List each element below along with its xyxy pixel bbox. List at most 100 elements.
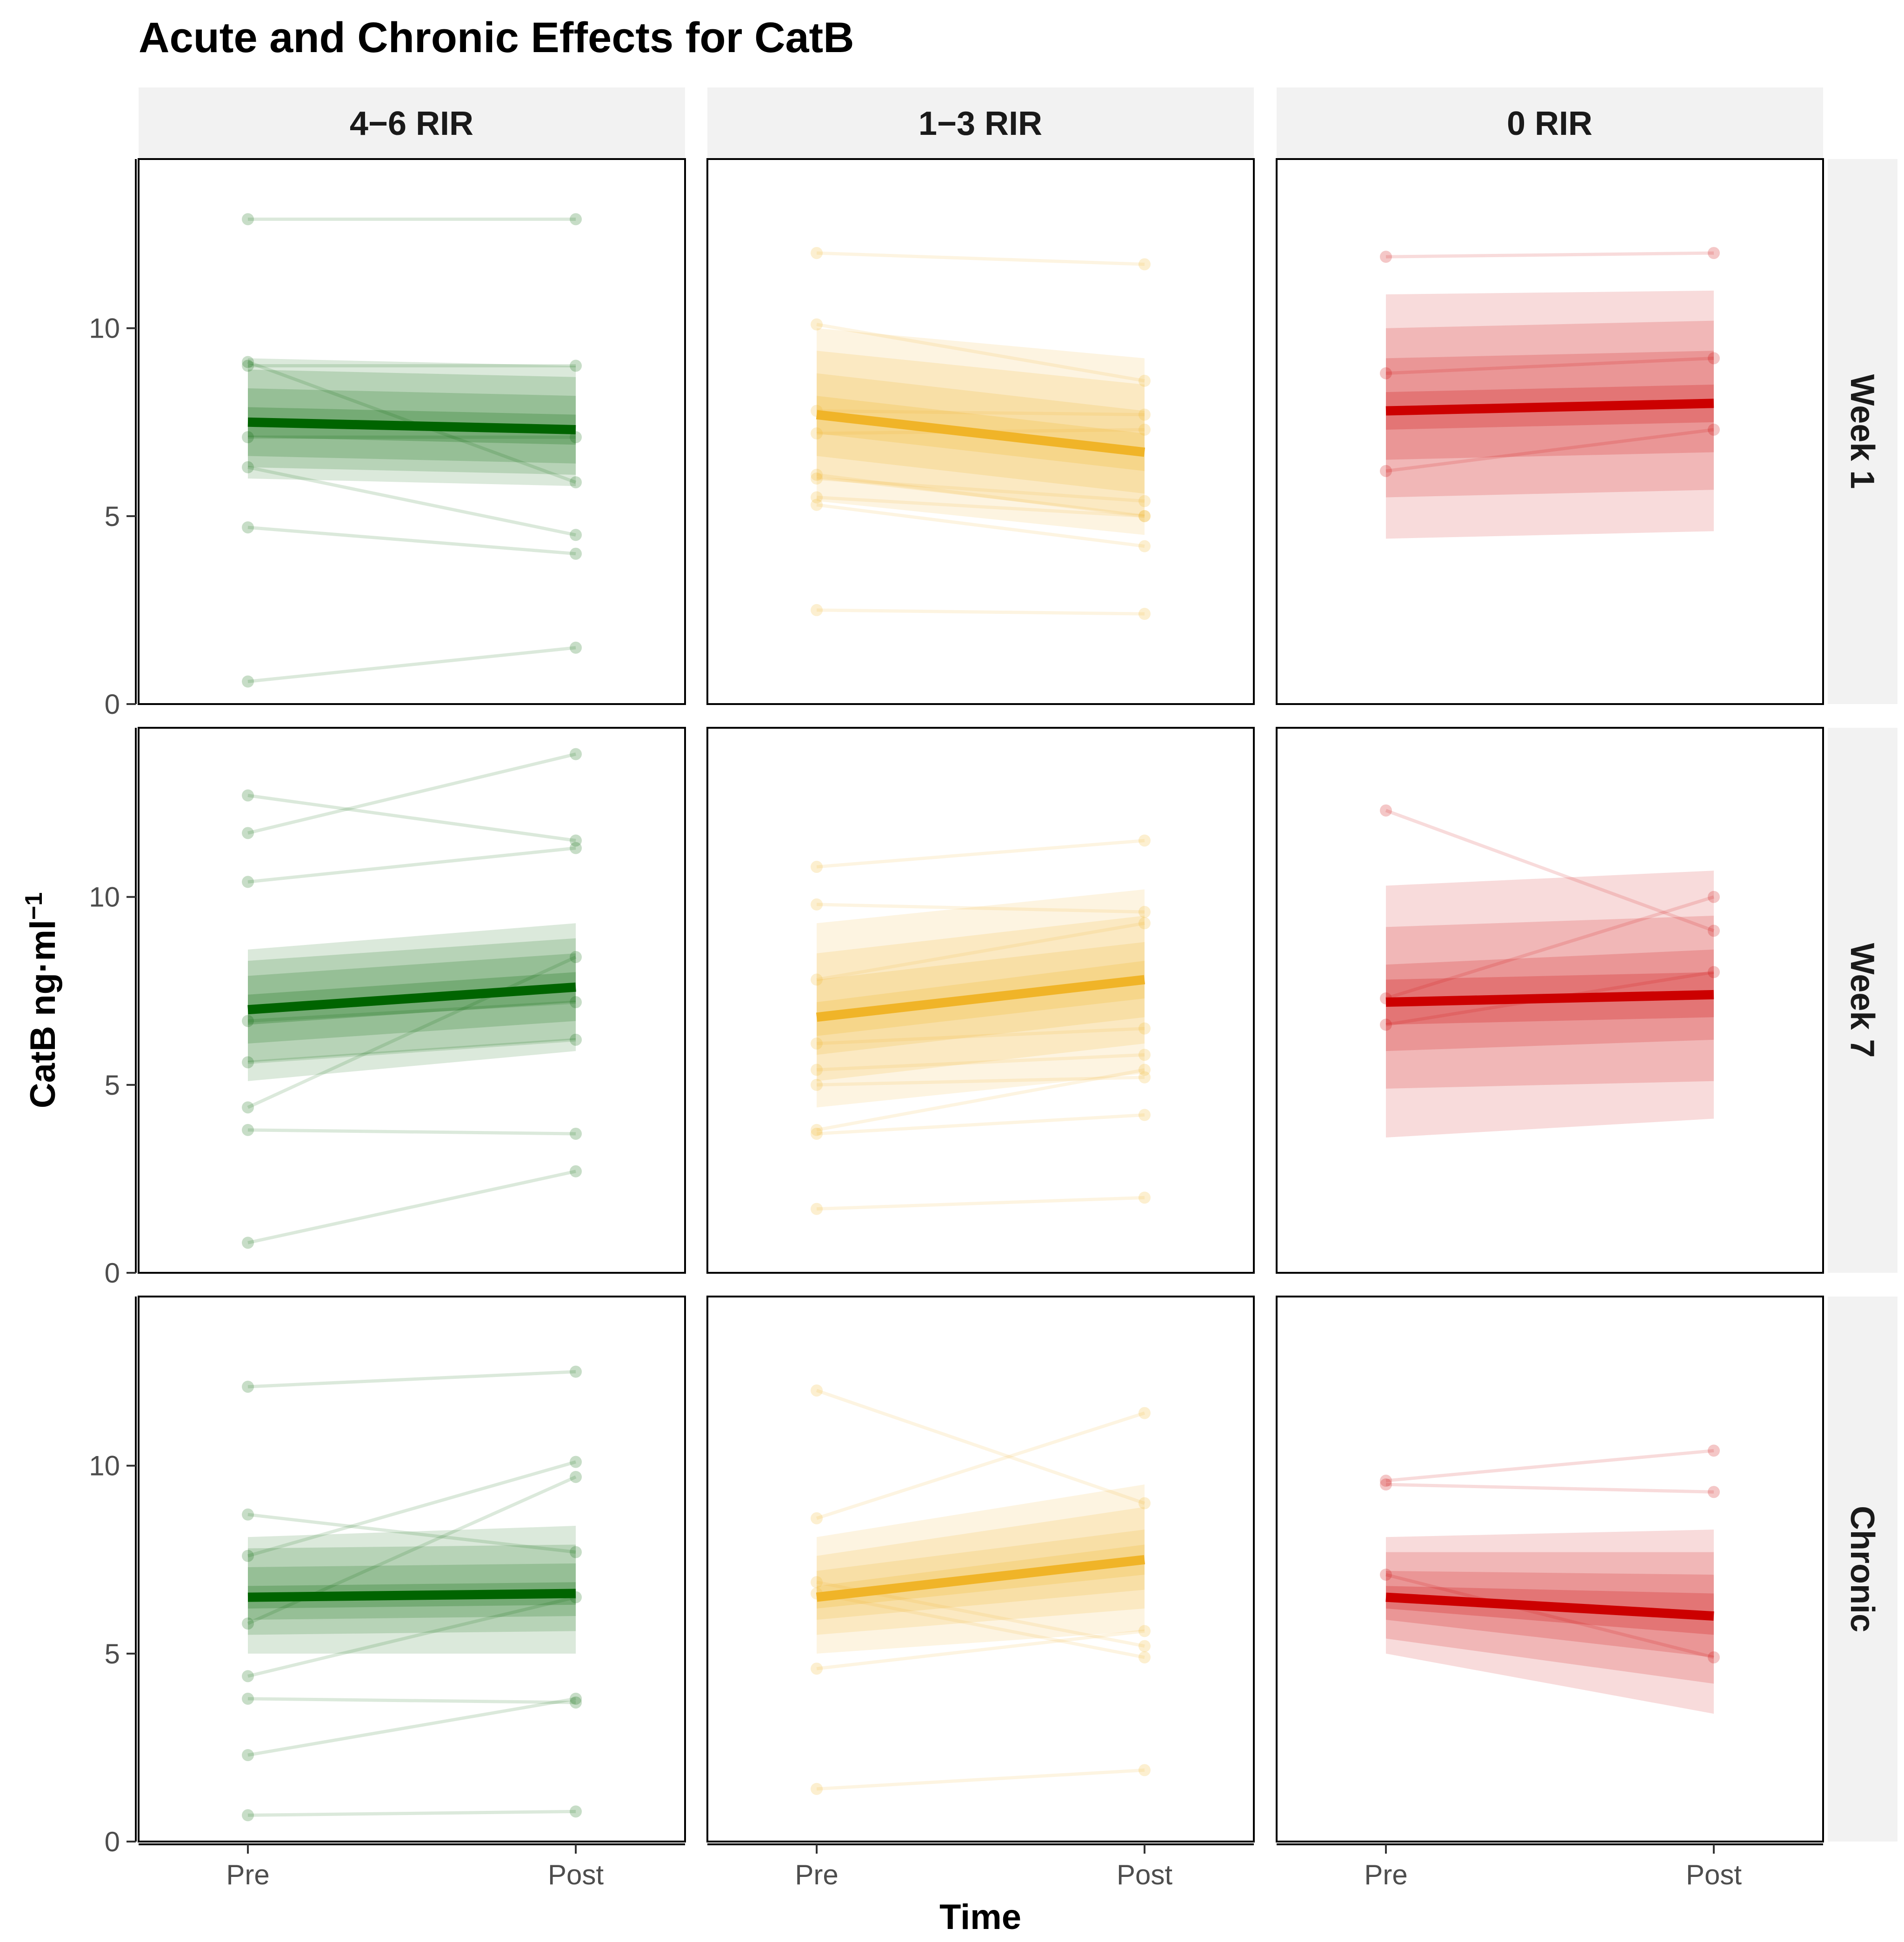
- panel-chronic-0-rir: [1276, 1296, 1824, 1842]
- credible-band: [1386, 1530, 1714, 1714]
- strip-col-2: [707, 87, 1254, 159]
- y-tick-label: 0: [105, 689, 120, 720]
- subject-point-post: [1138, 258, 1151, 271]
- subject-line: [247, 1000, 576, 1023]
- y-tick-label: 0: [105, 1257, 120, 1289]
- subject-point-post: [570, 834, 582, 847]
- mean-line: [816, 1555, 1145, 1602]
- panel-border: [138, 727, 686, 1274]
- subject-line: [1385, 809, 1715, 932]
- subject-line: [1385, 428, 1714, 473]
- subject-point-post: [1138, 374, 1151, 387]
- subject-point-post: [1708, 891, 1720, 903]
- panel-border: [138, 158, 686, 705]
- subject-point-pre: [811, 1124, 823, 1136]
- subject-line: [816, 608, 1145, 616]
- y-tick-label: 10: [89, 313, 120, 344]
- subject-line: [816, 477, 1145, 503]
- subject-point-post: [1138, 1497, 1151, 1510]
- panel-background: [139, 1297, 685, 1842]
- subject-point-pre: [811, 1127, 823, 1140]
- subject-point-post: [1138, 1764, 1151, 1776]
- subject-point-post: [570, 1470, 582, 1483]
- subject-line: [1385, 1573, 1714, 1659]
- subject-line: [247, 1460, 576, 1558]
- subject-point-post: [570, 1692, 582, 1705]
- strip-label-4-6-rir: 4−6 RIR: [350, 105, 473, 142]
- strip-col-3: [1277, 87, 1823, 159]
- subject-line: [816, 838, 1145, 869]
- strip-col-1: [139, 87, 685, 159]
- subject-point-post: [1708, 247, 1720, 259]
- y-tick-label: 5: [105, 501, 120, 532]
- panel-background: [139, 159, 685, 704]
- subject-point-pre: [811, 1037, 823, 1050]
- mean-line: [1385, 1592, 1714, 1621]
- subject-line: [1385, 1449, 1714, 1483]
- row-strips: Week 1 Week 7 Chronic: [1828, 159, 1897, 1842]
- subject-line: [816, 1768, 1145, 1791]
- y-tick-label: 10: [89, 882, 120, 913]
- subject-point-pre: [1380, 804, 1392, 817]
- subject-point-post: [1138, 917, 1151, 930]
- subject-point-pre: [242, 675, 254, 688]
- mean-line: [247, 982, 576, 1015]
- subject-line: [816, 1068, 1145, 1132]
- subject-point-post: [570, 641, 582, 654]
- y-axis-title-superscript: −1: [20, 892, 47, 920]
- strip-row-2: [1828, 728, 1897, 1273]
- chart-title: Acute and Chronic Effects for CatB: [139, 14, 854, 61]
- subject-line: [247, 646, 576, 683]
- subject-point-post: [1708, 1486, 1720, 1498]
- subject-point-pre: [811, 491, 823, 504]
- panel-background: [707, 1297, 1254, 1842]
- subject-point-post: [570, 476, 582, 489]
- subject-point-pre: [811, 1064, 823, 1076]
- subject-line: [247, 525, 576, 556]
- subject-point-pre: [242, 521, 254, 534]
- x-tick-label: Pre: [226, 1859, 269, 1890]
- subject-point-post: [1138, 495, 1151, 507]
- subject-point-pre: [242, 1056, 254, 1069]
- subject-point-pre: [811, 898, 823, 911]
- subject-point-post: [570, 1696, 582, 1709]
- x-tick-label: Post: [1117, 1859, 1172, 1890]
- subject-point-pre: [242, 789, 254, 802]
- subject-point-pre: [811, 427, 823, 440]
- subject-line: [816, 1411, 1145, 1520]
- subject-point-post: [570, 996, 582, 1009]
- subject-line: [816, 1629, 1145, 1670]
- subject-point-pre: [242, 1124, 254, 1136]
- subject-point-post: [1138, 1022, 1151, 1035]
- subject-line: [816, 503, 1145, 548]
- subject-point-post: [570, 1456, 582, 1468]
- credible-band: [1386, 290, 1714, 539]
- subject-point-post: [570, 748, 582, 760]
- panel-border: [1276, 158, 1824, 705]
- subject-point-pre: [242, 356, 254, 368]
- subject-point-pre: [242, 1508, 254, 1521]
- panel-border: [706, 1296, 1255, 1842]
- subject-point-pre: [242, 431, 254, 444]
- panel-week-1-1-3-rir: [706, 158, 1255, 705]
- subject-line: [816, 921, 1145, 981]
- subject-point-post: [570, 213, 582, 226]
- subject-point-post: [1708, 1651, 1720, 1663]
- subject-point-post: [1138, 834, 1151, 847]
- subject-point-post: [1138, 408, 1151, 421]
- panel-week-7-4-6-rir: [138, 727, 686, 1274]
- subject-point-post: [1138, 608, 1151, 620]
- subject-point-post: [570, 1805, 582, 1818]
- subject-line: [247, 1596, 576, 1678]
- subject-point-pre: [1380, 1018, 1392, 1031]
- subject-line: [816, 1389, 1145, 1505]
- subject-point-pre: [811, 318, 823, 331]
- subject-line: [247, 1697, 576, 1757]
- subject-point-post: [1138, 1625, 1151, 1637]
- subject-point-pre: [242, 461, 254, 473]
- subject-line: [816, 323, 1145, 383]
- subject-point-pre: [811, 1078, 823, 1091]
- x-tick-label: Post: [548, 1859, 604, 1890]
- subject-point-pre: [242, 1692, 254, 1705]
